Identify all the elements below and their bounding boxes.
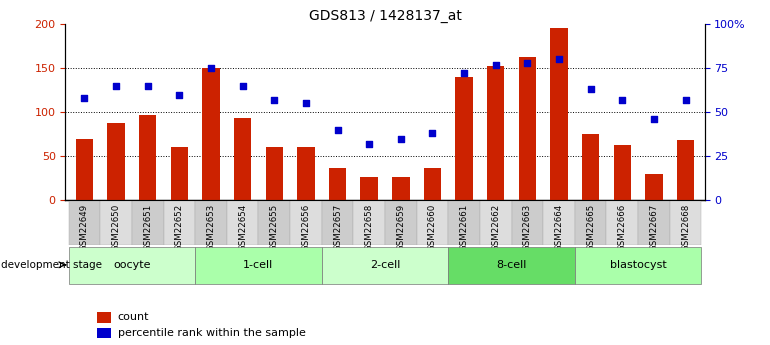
Bar	[97, 312, 112, 323]
Bar	[203, 68, 219, 200]
Point	[427, 130, 439, 136]
Text: 1-cell: 1-cell	[243, 260, 273, 270]
Bar	[543, 200, 575, 245]
Text: GSM22663: GSM22663	[523, 204, 532, 251]
Point	[300, 101, 312, 106]
Bar	[670, 200, 701, 245]
Bar	[455, 77, 473, 200]
Bar	[234, 118, 251, 200]
Bar	[227, 200, 259, 245]
Text: GSM22655: GSM22655	[270, 204, 279, 251]
Bar	[519, 57, 536, 200]
Bar	[100, 200, 132, 245]
Point	[142, 83, 154, 89]
Text: GSM22657: GSM22657	[333, 204, 342, 251]
Point	[173, 92, 186, 97]
Text: count: count	[118, 313, 149, 322]
Point	[331, 127, 343, 132]
Bar	[392, 177, 410, 200]
Point	[584, 87, 597, 92]
Bar	[75, 139, 93, 200]
Bar	[297, 147, 315, 200]
Bar	[575, 247, 701, 284]
Bar	[582, 134, 599, 200]
Point	[458, 71, 470, 76]
Text: GSM22658: GSM22658	[365, 204, 373, 251]
Bar	[448, 200, 480, 245]
Text: GSM22659: GSM22659	[397, 204, 405, 251]
Point	[363, 141, 375, 147]
Point	[205, 66, 217, 71]
Bar	[290, 200, 322, 245]
Bar	[575, 200, 607, 245]
Title: GDS813 / 1428137_at: GDS813 / 1428137_at	[309, 9, 461, 23]
Point	[79, 95, 91, 101]
Bar	[448, 247, 575, 284]
Bar	[551, 28, 567, 200]
Text: GSM22660: GSM22660	[428, 204, 437, 251]
Text: GSM22652: GSM22652	[175, 204, 184, 251]
Text: GSM22654: GSM22654	[238, 204, 247, 251]
Text: 2-cell: 2-cell	[370, 260, 400, 270]
Bar	[69, 247, 195, 284]
Text: GSM22651: GSM22651	[143, 204, 152, 251]
Text: blastocyst: blastocyst	[610, 260, 667, 270]
Bar	[266, 147, 283, 200]
Point	[616, 97, 628, 102]
Bar	[259, 200, 290, 245]
Text: GSM22667: GSM22667	[649, 204, 658, 251]
Bar	[480, 200, 511, 245]
Bar	[607, 200, 638, 245]
Bar	[322, 200, 353, 245]
Text: GSM22650: GSM22650	[112, 204, 121, 251]
Bar	[424, 168, 441, 200]
Bar	[645, 174, 663, 200]
Text: GSM22662: GSM22662	[491, 204, 500, 251]
Text: GSM22653: GSM22653	[206, 204, 216, 251]
Text: GSM22665: GSM22665	[586, 204, 595, 251]
Text: oocyte: oocyte	[113, 260, 151, 270]
Text: percentile rank within the sample: percentile rank within the sample	[118, 328, 306, 338]
Bar	[97, 328, 112, 338]
Bar	[329, 168, 347, 200]
Point	[679, 97, 691, 102]
Bar	[195, 200, 227, 245]
Bar	[353, 200, 385, 245]
Point	[110, 83, 122, 89]
Point	[553, 57, 565, 62]
Point	[521, 60, 534, 66]
Bar	[322, 247, 448, 284]
Bar	[132, 200, 163, 245]
Bar	[417, 200, 448, 245]
Text: GSM22666: GSM22666	[618, 204, 627, 251]
Bar	[677, 140, 695, 200]
Text: GSM22664: GSM22664	[554, 204, 564, 251]
Bar	[360, 177, 378, 200]
Point	[395, 136, 407, 141]
Bar	[487, 66, 504, 200]
Point	[268, 97, 280, 102]
Text: GSM22649: GSM22649	[80, 204, 89, 251]
Text: 8-cell: 8-cell	[497, 260, 527, 270]
Text: GSM22661: GSM22661	[460, 204, 469, 251]
Point	[490, 62, 502, 67]
Point	[648, 116, 660, 122]
Bar	[638, 200, 670, 245]
Bar	[107, 123, 125, 200]
Text: GSM22668: GSM22668	[681, 204, 690, 251]
Bar	[139, 115, 156, 200]
Text: GSM22656: GSM22656	[301, 204, 310, 251]
Text: development stage: development stage	[1, 260, 102, 270]
Bar	[163, 200, 195, 245]
Bar	[195, 247, 322, 284]
Bar	[69, 200, 100, 245]
Bar	[385, 200, 417, 245]
Bar	[614, 145, 631, 200]
Bar	[171, 147, 188, 200]
Bar	[511, 200, 543, 245]
Point	[236, 83, 249, 89]
